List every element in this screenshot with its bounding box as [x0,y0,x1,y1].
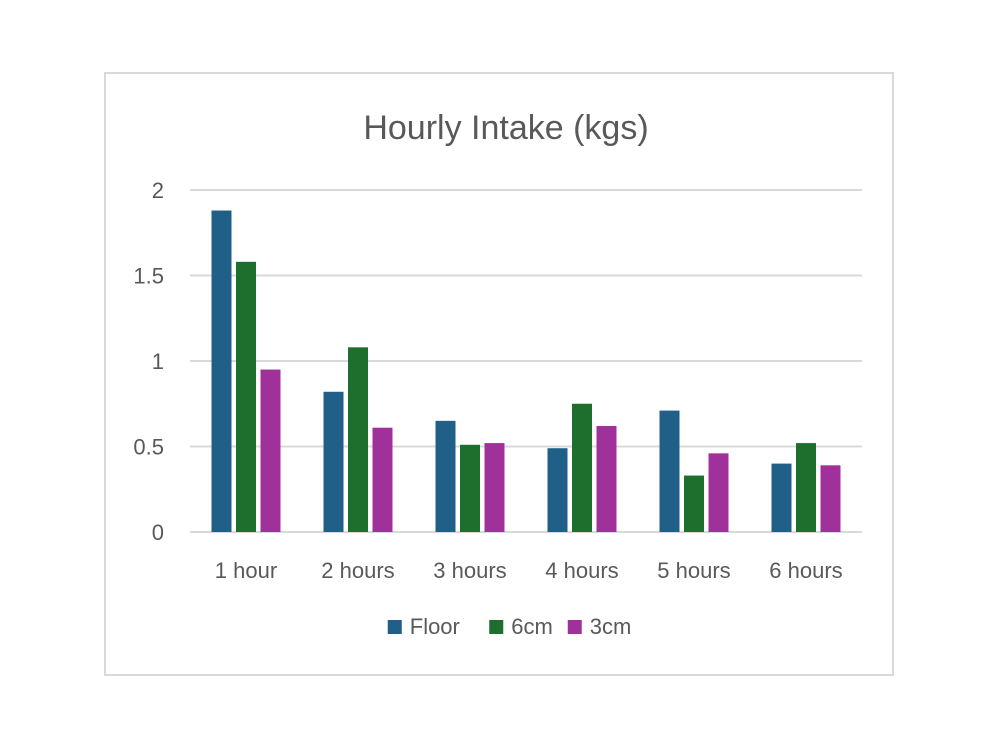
legend-label: 6cm [511,614,553,639]
legend: Floor 6cm 3cm [387,614,632,639]
bar-floor [771,463,792,532]
chart-frame: Hourly Intake (kgs) 0 0.5 1 1.5 2 1 hour 2 ho… [104,72,894,676]
bar-6cm [348,347,368,532]
x-tick-label: 2 hours [321,558,394,583]
bar-chart: Hourly Intake (kgs) 0 0.5 1 1.5 2 1 hour 2 ho… [133,109,862,639]
bars [211,210,841,532]
bar-6cm [796,443,816,532]
bar-6cm [460,444,480,532]
bar-6cm [236,261,256,532]
y-axis-ticks: 0 0.5 1 1.5 2 [133,178,164,545]
bar-6cm [572,403,592,532]
bar-floor [211,210,232,532]
y-tick-label: 1 [152,349,164,374]
bar-6cm [684,475,704,532]
bar-floor [323,391,344,532]
bar-floor [435,420,456,532]
y-tick-label: 0 [152,520,164,545]
x-tick-label: 4 hours [545,558,618,583]
bar-3cm [260,369,281,532]
legend-swatch [489,620,504,634]
gridlines [190,189,862,533]
x-tick-label: 5 hours [657,558,730,583]
legend-label: Floor [410,614,460,639]
legend-swatch [567,620,582,634]
x-tick-label: 1 hour [215,558,277,583]
chart-title: Hourly Intake (kgs) [363,109,648,147]
bar-floor [547,448,568,532]
y-tick-label: 0.5 [133,435,164,460]
bar-3cm [708,453,729,532]
x-axis-ticks: 1 hour 2 hours 3 hours 4 hours 5 hours 6 hour… [215,558,843,583]
y-tick-label: 2 [152,178,164,203]
y-tick-label: 1.5 [133,264,164,289]
legend-label: 3cm [590,614,632,639]
x-tick-label: 3 hours [433,558,506,583]
bar-3cm [596,425,617,532]
bar-floor [659,410,680,532]
legend-swatch [387,620,402,634]
x-tick-label: 6 hours [769,558,842,583]
bar-3cm [484,443,505,532]
bar-3cm [372,427,393,532]
bar-3cm [820,465,841,532]
